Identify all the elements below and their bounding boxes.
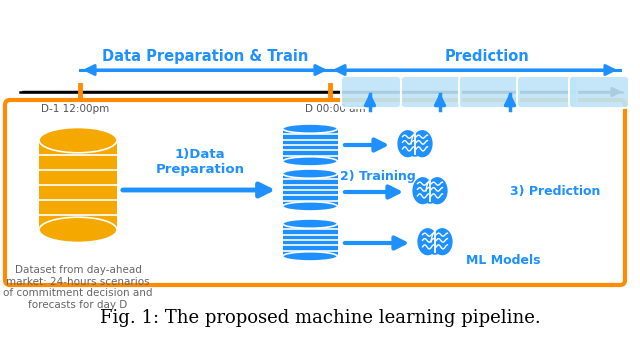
- FancyBboxPatch shape: [459, 76, 519, 108]
- Text: ML Models: ML Models: [466, 254, 541, 267]
- Bar: [39, 140, 117, 230]
- Text: Fig. 1: The proposed machine learning pipeline.: Fig. 1: The proposed machine learning pi…: [100, 309, 540, 327]
- Text: 1)Data
Preparation: 1)Data Preparation: [156, 148, 244, 176]
- Ellipse shape: [422, 191, 438, 204]
- Text: D 00:00 am: D 00:00 am: [305, 104, 365, 114]
- FancyBboxPatch shape: [5, 100, 625, 285]
- Ellipse shape: [282, 252, 337, 261]
- Ellipse shape: [426, 176, 449, 205]
- Ellipse shape: [282, 219, 337, 228]
- FancyBboxPatch shape: [569, 76, 629, 108]
- Ellipse shape: [407, 144, 423, 157]
- Ellipse shape: [428, 242, 443, 255]
- Ellipse shape: [431, 227, 453, 256]
- FancyBboxPatch shape: [401, 76, 461, 108]
- Ellipse shape: [412, 130, 433, 158]
- Text: Data Preparation & Train: Data Preparation & Train: [102, 49, 308, 64]
- Text: D-1 12:00pm: D-1 12:00pm: [41, 104, 109, 114]
- Ellipse shape: [282, 124, 337, 133]
- Ellipse shape: [282, 157, 337, 166]
- Ellipse shape: [412, 176, 434, 205]
- Bar: [282, 224, 337, 256]
- Text: Prediction: Prediction: [445, 49, 530, 64]
- Ellipse shape: [39, 217, 117, 242]
- Text: Dataset from day-ahead
market: 24-hours scenarios
of commitment decision and
for: Dataset from day-ahead market: 24-hours …: [3, 265, 153, 310]
- Ellipse shape: [282, 169, 337, 178]
- FancyBboxPatch shape: [517, 76, 577, 108]
- Ellipse shape: [397, 130, 419, 158]
- Ellipse shape: [417, 227, 439, 256]
- Bar: [282, 129, 337, 162]
- Text: 3) Prediction: 3) Prediction: [510, 186, 600, 199]
- Ellipse shape: [39, 128, 117, 153]
- Bar: [282, 174, 337, 206]
- Text: 2) Training: 2) Training: [340, 170, 416, 183]
- FancyBboxPatch shape: [341, 76, 401, 108]
- Ellipse shape: [282, 202, 337, 211]
